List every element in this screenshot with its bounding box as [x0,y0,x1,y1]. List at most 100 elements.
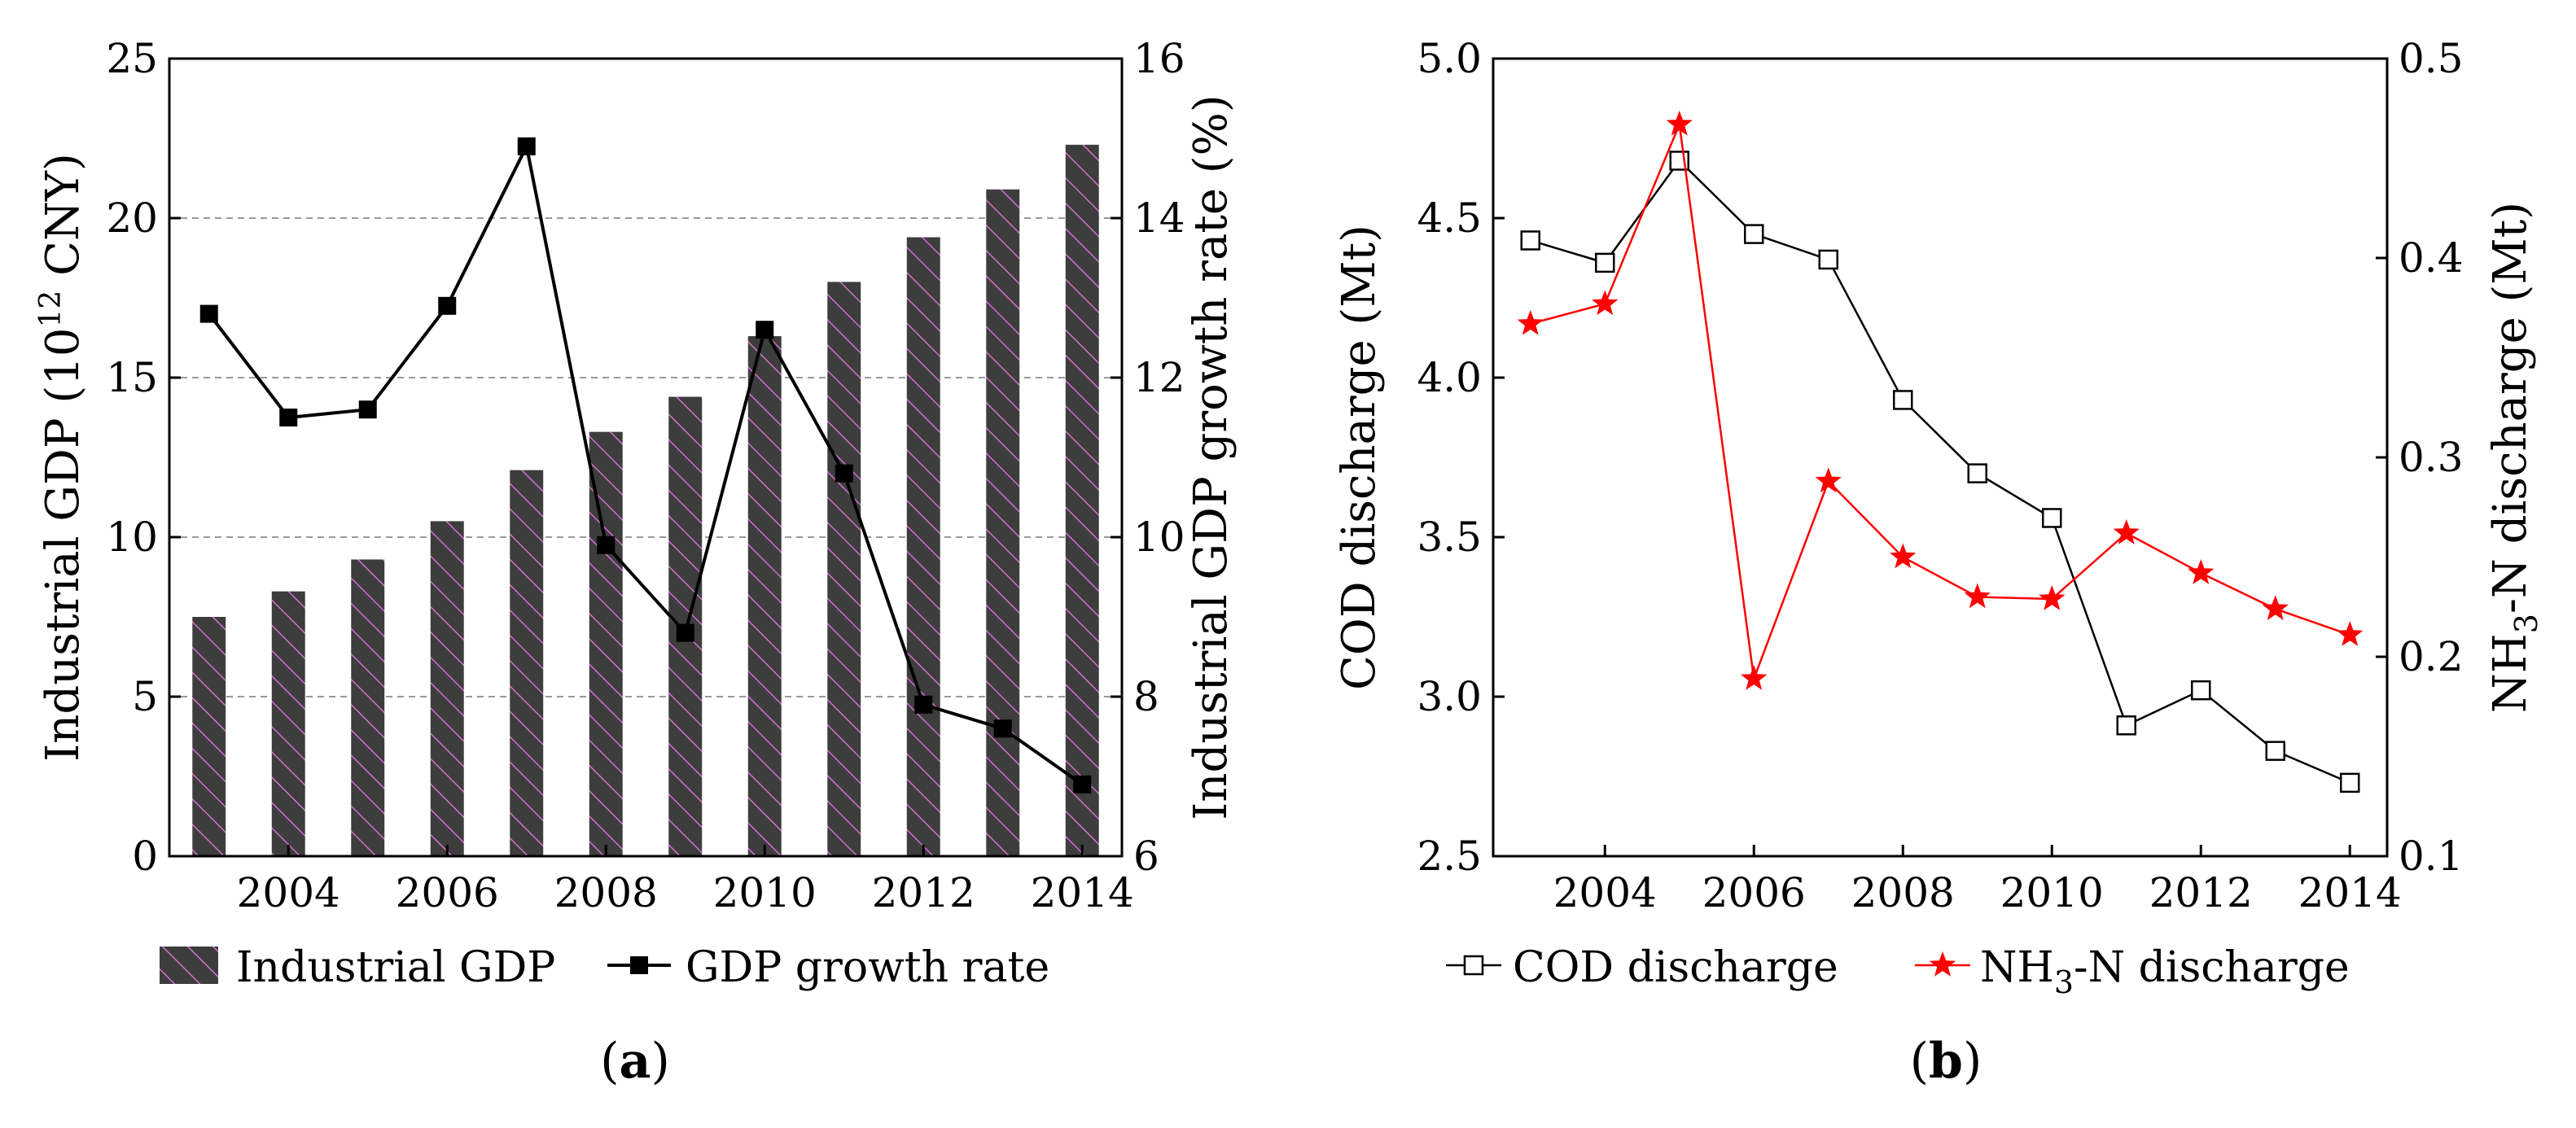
b-x-tick-label: 2004 [1553,869,1657,916]
a-right-tick-label: 14 [1133,195,1185,242]
a-growth-point [993,719,1012,738]
a-ticks: 0 5 10 15 20 25 6 8 10 12 14 16 2004 2006 2008 2010 2012… [106,35,1185,916]
a-growth-line [199,137,1092,794]
b-legend-nh3-label: NH3-N discharge [1980,943,2350,1000]
a-growth-point [676,623,694,642]
b-nh3-point [2188,559,2215,584]
a-left-tick-label: 5 [132,673,158,720]
a-legend-line-marker [630,956,648,974]
b-cod-point [1818,249,1838,270]
a-plot-frame [168,57,1124,858]
a-growth-point [279,409,298,426]
b-cod-point [1744,224,1764,244]
b-x-tick-label: 2012 [2149,869,2253,916]
a-right-tick-label: 16 [1133,35,1185,82]
b-left-tick-label: 4.0 [1417,354,1482,401]
b-left-tick-label: 3.0 [1417,673,1482,720]
b-legend-cod-marker [1463,955,1484,976]
a-legend-line-label: GDP growth rate [686,943,1049,992]
a-x-tick-label: 2012 [872,869,975,916]
a-bar [747,336,782,856]
a-bar [906,237,940,856]
b-caption: (b) [1910,1033,1982,1090]
a-growth-point [756,321,774,339]
b-nh3-point [1517,309,1544,335]
b-nh3-point [1592,290,1619,316]
b-right-tick-label: 0.2 [2399,633,2464,680]
b-nh3-point [1666,110,1693,136]
b-right-tick-label: 0.3 [2399,434,2464,481]
b-nh3-point [1741,665,1768,690]
b-cod-series [1520,151,2360,794]
b-x-tick-label: 2010 [2000,869,2104,916]
b-right-axis-title: NH3-N discharge (Mt) [2484,202,2544,713]
a-growth-point [438,296,457,315]
b-left-tick-label: 3.5 [1417,514,1482,561]
panel-a-chart: 0 5 10 15 20 25 6 8 10 12 14 16 2004 2006 2008 2010 2012… [34,35,1238,1090]
a-legend-bar-label: Industrial GDP [236,943,555,992]
a-bar [271,591,305,856]
a-growth-point [1073,775,1092,794]
a-growth-polyline [208,141,1084,786]
a-caption: (a) [600,1033,670,1090]
a-growth-point [597,536,616,554]
a-right-tick-label: 6 [1133,833,1159,880]
b-cod-point [2042,508,2062,528]
b-nh3-point [1890,543,1917,569]
a-gridlines [169,217,1122,697]
a-left-tick-label: 0 [132,833,158,880]
b-x-tick-label: 2008 [1851,869,1955,916]
a-left-tick-label: 15 [106,354,158,401]
a-right-tick-label: 12 [1133,354,1185,401]
a-bar [510,470,544,856]
a-right-axis-title: Industrial GDP growth rate (%) [1185,94,1238,820]
b-cod-point [1520,230,1540,251]
b-x-tick-label: 2014 [2298,869,2402,916]
b-nh3-point [1964,583,1991,609]
b-nh3-polyline [1530,120,2350,680]
a-right-tick-label: 8 [1133,673,1159,720]
a-growth-point [517,137,536,155]
a-growth-point [914,695,933,714]
a-bar [589,431,623,856]
b-nh3-point [2337,621,2364,646]
b-legend-cod-label: COD discharge [1513,943,1838,992]
a-x-tick-label: 2008 [554,869,658,916]
b-left-tick-label: 4.5 [1417,195,1482,242]
b-nh3-point [1815,467,1842,493]
b-nh3-point [2262,595,2289,620]
a-x-tick-label: 2004 [237,869,340,916]
a-legend: Industrial GDP GDP growth rate [160,943,1049,992]
b-plot-frame [1492,57,2389,858]
a-x-tick-label: 2014 [1031,869,1134,916]
b-cod-point [2116,715,2136,736]
a-left-axis-title: Industrial GDP (1012 CNY) [34,153,90,762]
a-left-tick-label: 25 [106,35,158,82]
b-legend-nh3-marker [1929,951,1956,977]
a-legend-bar-swatch [160,947,218,984]
b-cod-point [2340,772,2360,794]
a-bar [986,189,1020,857]
b-ticks: 2.5 3.0 3.5 4.0 4.5 5.0 0.1 0.2 0.3 0.4 0.5 2004 200… [1417,35,2463,916]
b-cod-point [2265,741,2285,761]
a-bar [1065,144,1099,857]
b-right-tick-label: 0.4 [2399,234,2464,282]
a-x-tick-label: 2010 [713,869,817,916]
b-cod-point [1893,390,1913,410]
a-x-tick-label: 2006 [396,869,499,916]
a-left-tick-label: 10 [106,514,158,561]
a-bars [192,144,1099,857]
a-growth-point [199,304,218,323]
b-cod-polyline [1530,159,2350,784]
b-left-axis-title: COD discharge (Mt) [1333,225,1386,690]
b-right-tick-label: 0.1 [2399,833,2464,880]
a-left-tick-label: 20 [106,195,158,242]
b-right-tick-label: 0.5 [2399,35,2464,82]
a-growth-point [835,464,853,483]
a-bar [192,617,226,856]
b-cod-point [2191,680,2211,701]
a-growth-point [358,400,377,419]
b-cod-point [1595,252,1615,273]
a-bar [430,521,464,856]
